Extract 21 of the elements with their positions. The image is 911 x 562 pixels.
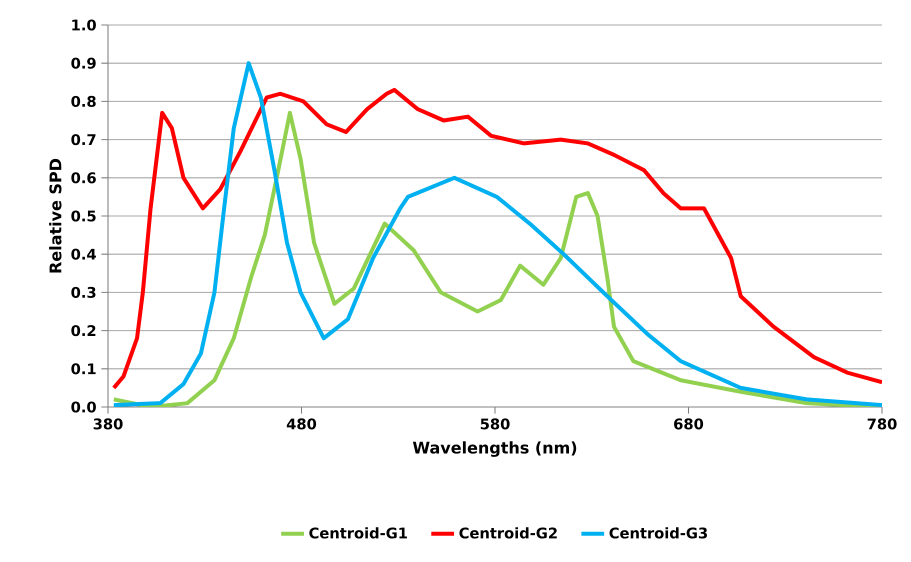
y-tick-label: 0.0 <box>71 401 96 413</box>
y-tick-label: 0.6 <box>71 172 96 184</box>
x-tick-label: 580 <box>480 418 510 430</box>
y-tick-label: 0.1 <box>71 363 96 374</box>
y-tick-label: 0.9 <box>71 58 96 69</box>
legend-label: Centroid-G1 <box>309 527 407 539</box>
y-tick-label: 0.3 <box>71 286 96 298</box>
x-tick-label: 480 <box>286 418 316 430</box>
y-tick-label: 0.4 <box>71 248 96 260</box>
x-tick-label: 380 <box>94 418 123 430</box>
x-tick-label: 780 <box>868 418 897 430</box>
legend-label: Centroid-G2 <box>459 527 557 539</box>
y-axis-title: Relative SPD <box>49 158 62 273</box>
y-tick-label: 0.5 <box>71 210 96 222</box>
x-tick-label: 680 <box>674 418 704 430</box>
y-tick-label: 0.7 <box>71 134 96 146</box>
y-tick-label: 0.2 <box>71 325 96 336</box>
y-tick-label: 0.8 <box>71 96 96 107</box>
x-axis-title: Wavelengths (nm) <box>412 441 576 457</box>
legend-label: Centroid-G3 <box>610 527 707 539</box>
y-tick-label: 1.0 <box>72 19 96 31</box>
